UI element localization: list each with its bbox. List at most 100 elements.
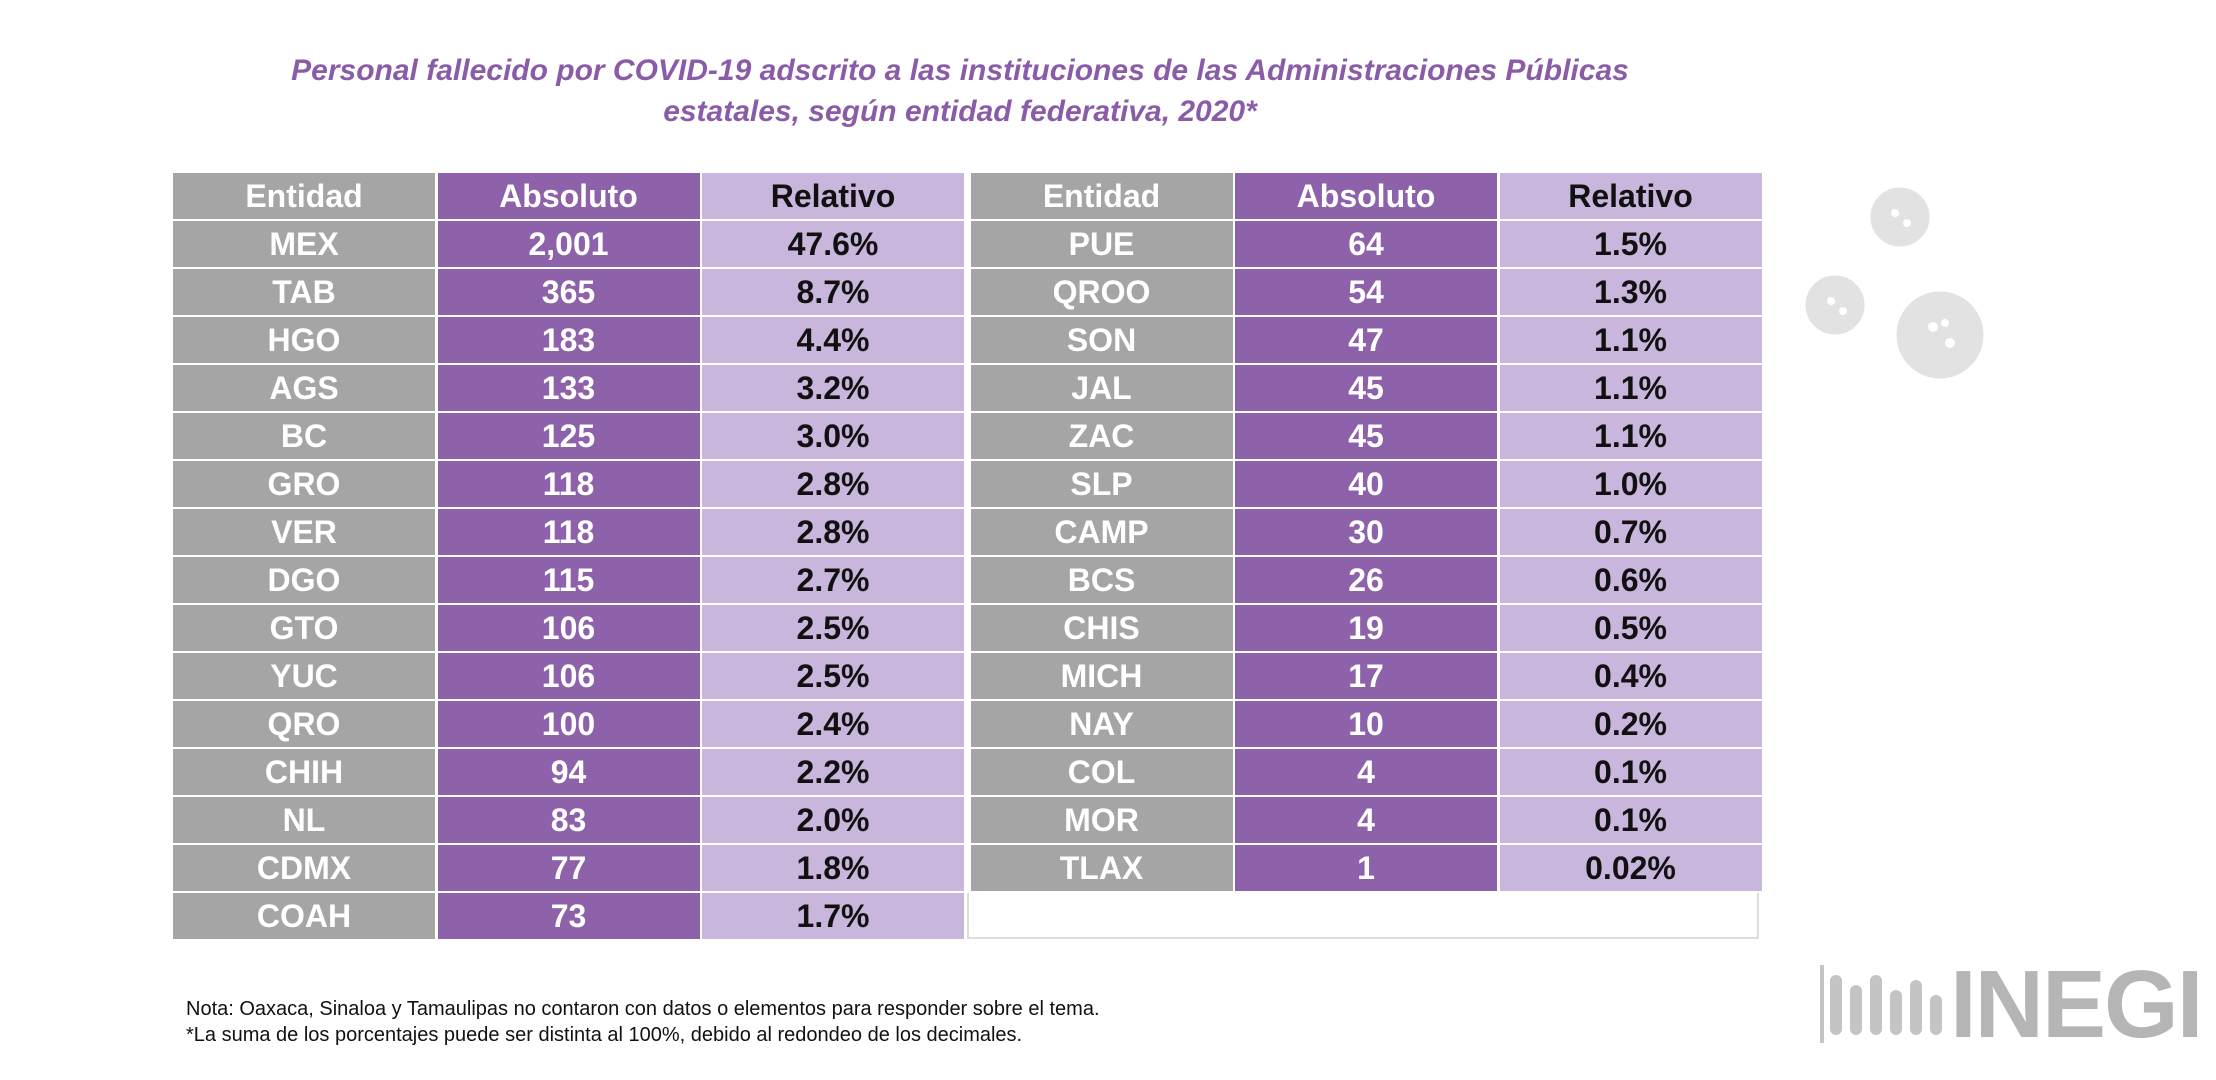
table-cell: 17 [1235, 653, 1497, 699]
table-cell: 2.8% [702, 461, 964, 507]
logo-dots [1820, 965, 1942, 1043]
header-cell: Relativo [1499, 173, 1762, 219]
table-cell: 73 [437, 893, 700, 939]
table-cell: 100 [437, 701, 700, 747]
table-cell: 47.6% [702, 221, 964, 267]
table-cell: AGS [173, 365, 435, 411]
table-cell: 1.8% [702, 845, 964, 891]
table-cell: 4.4% [702, 317, 964, 363]
table-cell: NAY [970, 701, 1233, 747]
table-cell: 0.1% [1499, 749, 1762, 795]
table-cell: CHIH [173, 749, 435, 795]
table-cell: 1.5% [1499, 221, 1762, 267]
table-cell: SLP [970, 461, 1233, 507]
table-cell: 2.5% [702, 653, 964, 699]
table-cell: COAH [173, 893, 435, 939]
table-cell: 8.7% [702, 269, 964, 315]
table-cell: CAMP [970, 509, 1233, 555]
table-cell: MICH [970, 653, 1233, 699]
table-cell: 183 [437, 317, 700, 363]
table-cell: 26 [1235, 557, 1497, 603]
table-cell: 40 [1235, 461, 1497, 507]
table-cell: 45 [1235, 413, 1497, 459]
table-cell: 0.1% [1499, 797, 1762, 843]
table-cell: 45 [1235, 365, 1497, 411]
header-cell: Entidad [173, 173, 435, 219]
table-cell: 2.2% [702, 749, 964, 795]
table-cell: 106 [437, 653, 700, 699]
table-cell: MOR [970, 797, 1233, 843]
header-cell: Entidad [970, 173, 1233, 219]
table-cell: ZAC [970, 413, 1233, 459]
table-cell: 4 [1235, 797, 1497, 843]
table-cell: BCS [970, 557, 1233, 603]
table-cell: 1.0% [1499, 461, 1762, 507]
table-cell: 2.7% [702, 557, 964, 603]
table-cell: 2.5% [702, 605, 964, 651]
table-cell: 0.2% [1499, 701, 1762, 747]
table-cell: 19 [1235, 605, 1497, 651]
table-cell: 4 [1235, 749, 1497, 795]
table-cell: 1.1% [1499, 365, 1762, 411]
table-cell: 0.02% [1499, 845, 1762, 891]
logo: INEGI [1950, 951, 2203, 1058]
header-cell: Relativo [702, 173, 964, 219]
table-cell: 3.2% [702, 365, 964, 411]
table-cell: TAB [173, 269, 435, 315]
table-cell: 54 [1235, 269, 1497, 315]
table-cell: HGO [173, 317, 435, 363]
table-cell: 0.5% [1499, 605, 1762, 651]
table-cell: 118 [437, 509, 700, 555]
table-cell: 133 [437, 365, 700, 411]
title: Personal fallecido por COVID-19 adscrito… [291, 54, 1629, 128]
table-cell: BC [173, 413, 435, 459]
table-cell: QRO [173, 701, 435, 747]
table-cell: 115 [437, 557, 700, 603]
table-cell: MEX [173, 221, 435, 267]
table-cell: 94 [437, 749, 700, 795]
table-cell: 2.0% [702, 797, 964, 843]
table-cell: VER [173, 509, 435, 555]
table-cell: 64 [1235, 221, 1497, 267]
table-cell: PUE [970, 221, 1233, 267]
table-cell: GRO [173, 461, 435, 507]
table-cell: 77 [437, 845, 700, 891]
note: *La suma de los porcentajes puede ser di… [186, 1024, 1023, 1046]
table-cell: 0.6% [1499, 557, 1762, 603]
table-cell: 1.1% [1499, 317, 1762, 363]
table-cell: QROO [970, 269, 1233, 315]
table-cell: 1 [1235, 845, 1497, 891]
table-cell: COL [970, 749, 1233, 795]
table-cell: JAL [970, 365, 1233, 411]
table-cell: TLAX [970, 845, 1233, 891]
table-cell: 2.8% [702, 509, 964, 555]
header-cell: Absoluto [1235, 173, 1497, 219]
table-cell: YUC [173, 653, 435, 699]
table-cell: 2.4% [702, 701, 964, 747]
table-cell: 1.1% [1499, 413, 1762, 459]
table-cell: 30 [1235, 509, 1497, 555]
table-cell: 2,001 [437, 221, 700, 267]
note: Nota: Oaxaca, Sinaloa y Tamaulipas no co… [186, 998, 1100, 1020]
table-cell: 0.7% [1499, 509, 1762, 555]
table-cell: 106 [437, 605, 700, 651]
empty-cell [967, 893, 1759, 939]
table-cell: 0.4% [1499, 653, 1762, 699]
header-cell: Absoluto [437, 173, 700, 219]
table-cell: GTO [173, 605, 435, 651]
table-cell: CDMX [173, 845, 435, 891]
virus-icons [1805, 187, 1984, 379]
table-cell: 1.7% [702, 893, 964, 939]
table-cell: 118 [437, 461, 700, 507]
table-cell: DGO [173, 557, 435, 603]
table-cell: 83 [437, 797, 700, 843]
table-cell: CHIS [970, 605, 1233, 651]
table-cell: 125 [437, 413, 700, 459]
table-cell: SON [970, 317, 1233, 363]
table-cell: NL [173, 797, 435, 843]
table-cell: 1.3% [1499, 269, 1762, 315]
table-cell: 10 [1235, 701, 1497, 747]
table-cell: 365 [437, 269, 700, 315]
table-cell: 47 [1235, 317, 1497, 363]
